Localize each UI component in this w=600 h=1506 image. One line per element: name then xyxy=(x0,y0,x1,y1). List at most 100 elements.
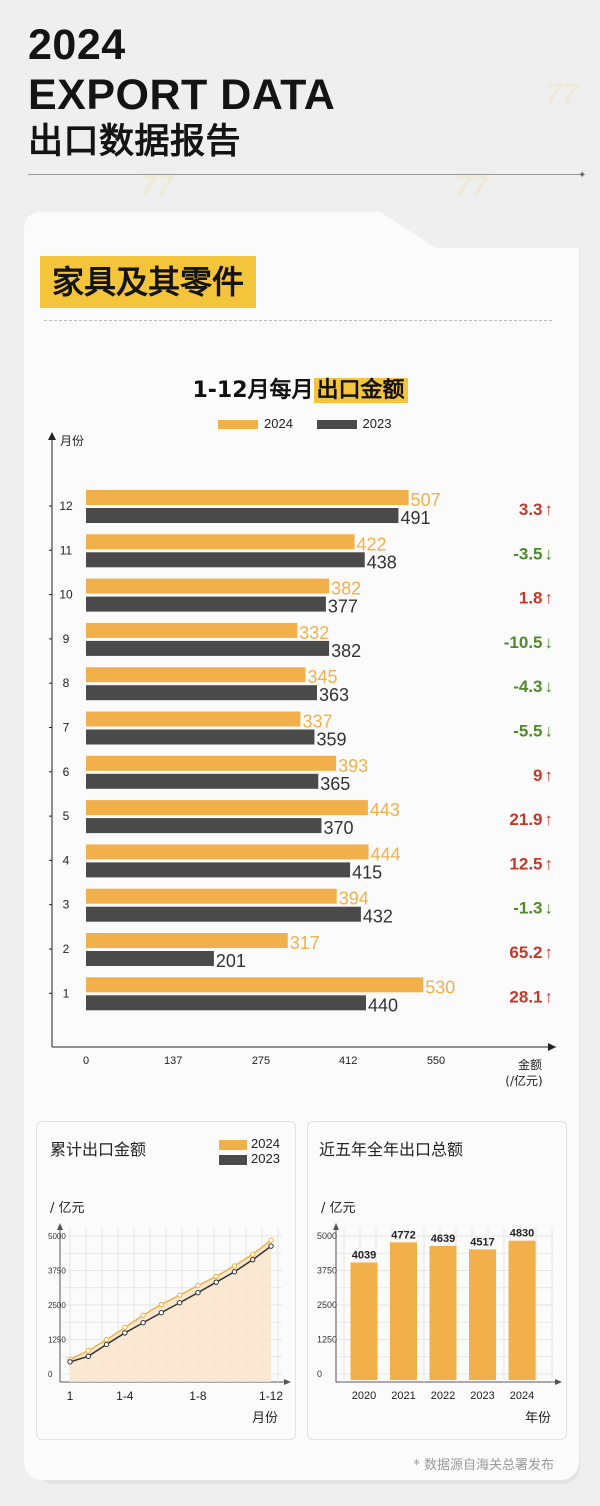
month-label: 5 xyxy=(63,809,70,823)
month-label: 12 xyxy=(59,499,73,513)
arrow-up-icon: ↑ xyxy=(545,500,554,519)
arrow-up-icon: ↑ xyxy=(545,766,554,785)
arrow-up-icon: ↑ xyxy=(545,854,554,873)
bar-2023 xyxy=(86,508,399,523)
point-2024 xyxy=(268,1237,274,1243)
value-label-2024: 530 xyxy=(425,977,455,997)
month-label: 10 xyxy=(59,588,73,602)
year-bar xyxy=(350,1262,378,1380)
bar-2023 xyxy=(86,596,326,612)
report-title-cn: 出口数据报告 xyxy=(28,122,242,162)
x-axis-label: 年份 xyxy=(525,1411,551,1426)
legend-label-2024: 2024 xyxy=(251,1136,280,1151)
bar-2024 xyxy=(86,755,337,771)
y-tick-label: 3750 xyxy=(48,1267,66,1276)
y-axis-arrow xyxy=(57,1223,63,1230)
data-source-note: * 数据源自海关总署发布 xyxy=(413,1458,554,1473)
month-label: 8 xyxy=(63,676,70,690)
point-2023 xyxy=(250,1256,256,1263)
value-label-2024: 382 xyxy=(331,579,361,599)
year-label: 2022 xyxy=(431,1390,455,1402)
legend-label-2023: 2023 xyxy=(251,1151,280,1166)
annual-bar-chart: / 亿元 5000 3750 2500 1250 0 4039 2020 4772 2021 463… xyxy=(317,1201,562,1426)
point-2024 xyxy=(250,1251,256,1257)
x-tick-label: 137 xyxy=(164,1055,182,1067)
x-axis-unit: (/亿元) xyxy=(505,1073,542,1088)
point-2024 xyxy=(176,1292,183,1298)
legend-swatch-2024 xyxy=(219,1139,247,1150)
bar-2023 xyxy=(86,906,361,922)
change-label: -5.5 ↓ xyxy=(513,722,553,741)
month-label: 9 xyxy=(63,632,70,646)
arrow-down-icon: ↓ xyxy=(545,677,554,696)
year-bar-value: 4772 xyxy=(391,1229,415,1241)
bar-2023 xyxy=(86,818,322,834)
year-bar-value: 4830 xyxy=(510,1228,534,1240)
point-2024 xyxy=(213,1273,219,1280)
y-tick-label: 0 xyxy=(48,1370,53,1379)
legend-swatch-2024 xyxy=(218,420,258,430)
y-tick-label: 2500 xyxy=(317,1300,337,1310)
value-label-2023: 415 xyxy=(352,862,382,882)
bar-2024 xyxy=(86,977,424,993)
change-label: -4.3 ↓ xyxy=(513,677,553,696)
bar-2024 xyxy=(86,800,368,816)
change-value: 12.5 xyxy=(509,854,542,873)
month-label: 4 xyxy=(63,853,70,867)
arrow-up-icon: ↑ xyxy=(545,943,554,962)
bar-2024 xyxy=(86,578,330,594)
point-2023 xyxy=(103,1341,110,1348)
value-label-2023: 432 xyxy=(363,907,393,927)
change-value: 28.1 xyxy=(509,987,542,1006)
point-2023 xyxy=(67,1359,73,1365)
watermark-logo: 77 xyxy=(140,170,174,203)
x-axis-arrow xyxy=(284,1379,291,1385)
legend-swatch-2023 xyxy=(219,1154,247,1165)
x-tick-label: 412 xyxy=(339,1055,357,1067)
month-label: 2 xyxy=(63,942,70,956)
change-label: -1.3 ↓ xyxy=(513,899,553,918)
y-unit-label: / 亿元 xyxy=(50,1201,85,1216)
report-year: 2024 xyxy=(28,21,126,69)
x-tick-label: 1-12 xyxy=(259,1389,283,1403)
year-bar xyxy=(429,1245,457,1380)
legend-swatch-2023 xyxy=(316,420,357,430)
year-bar-value: 4039 xyxy=(352,1250,376,1262)
bar-2024 xyxy=(86,622,298,638)
year-label: 2023 xyxy=(470,1390,494,1402)
year-bar xyxy=(508,1240,536,1380)
x-tick-label: 550 xyxy=(427,1055,445,1067)
point-2023 xyxy=(195,1290,201,1296)
value-label-2023: 491 xyxy=(400,508,430,528)
value-label-2023: 377 xyxy=(328,597,358,617)
annual-title: 近五年全年出口总额 xyxy=(319,1140,464,1159)
arrow-up-icon: ↑ xyxy=(545,589,554,608)
line-2023 xyxy=(69,1245,272,1363)
arrow-down-icon: ↓ xyxy=(545,722,554,741)
change-label: 1.8 ↑ xyxy=(519,589,553,608)
change-value: 9 xyxy=(533,766,542,785)
value-label-2023: 438 xyxy=(367,552,397,572)
x-tick-label: 275 xyxy=(252,1055,270,1067)
year-label: 2021 xyxy=(391,1390,415,1402)
change-value: -10.5 xyxy=(504,633,543,652)
value-label-2024: 337 xyxy=(302,712,332,732)
change-value: 65.2 xyxy=(509,943,542,962)
report-title-en: EXPORT DATA xyxy=(28,71,336,119)
point-2024 xyxy=(158,1301,165,1308)
monthly-chart-title-highlight: 出口金额 xyxy=(313,378,408,403)
divider-end-mark: ✦ xyxy=(578,170,587,181)
year-bar-value: 4639 xyxy=(431,1233,455,1245)
month-label: 6 xyxy=(63,765,70,779)
bar-2023 xyxy=(86,685,317,701)
arrow-up-icon: ↑ xyxy=(545,810,554,829)
arrow-down-icon: ↓ xyxy=(545,633,554,652)
monthly-legend: 2024 2023 xyxy=(218,416,391,431)
y-tick-label: 0 xyxy=(317,1369,322,1379)
bar-2023 xyxy=(86,862,351,878)
point-2023 xyxy=(158,1309,165,1316)
bar-2023 xyxy=(86,640,330,656)
point-2023 xyxy=(176,1300,183,1306)
bar-2024 xyxy=(86,888,337,904)
